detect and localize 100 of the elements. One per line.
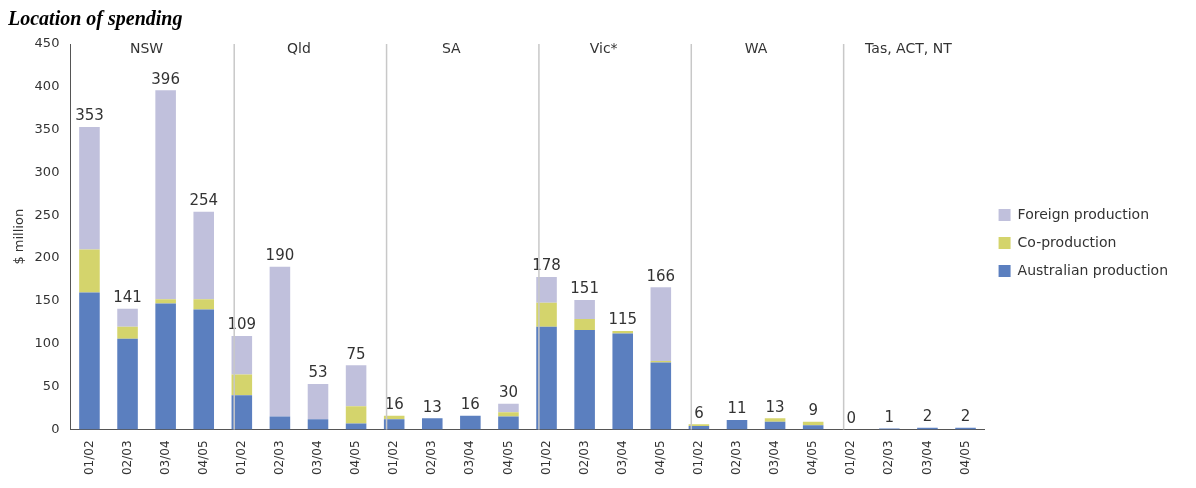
bar	[612, 333, 633, 430]
bar	[117, 308, 138, 327]
x-tick-label: 02/03	[729, 440, 744, 476]
total-label: 53	[308, 363, 328, 382]
legend-label: Foreign production	[1017, 205, 1150, 222]
total-label: 16	[460, 395, 480, 414]
x-tick-label: 02/03	[881, 440, 896, 476]
bar	[193, 309, 215, 430]
bar	[269, 416, 291, 430]
bar	[117, 326, 138, 339]
total-label: 109	[227, 315, 257, 334]
total-label: 6	[694, 403, 704, 422]
bar	[345, 365, 367, 407]
annotation: WA	[744, 39, 768, 56]
legend-label: Australian production	[1017, 261, 1169, 278]
x-tick-label: 01/02	[81, 440, 96, 476]
x-tick-label: 02/03	[119, 440, 134, 476]
total-label: 166	[646, 266, 676, 285]
chart-title: Location of spending	[7, 7, 183, 31]
bar	[726, 420, 748, 430]
total-label: 13	[765, 397, 785, 416]
total-label: 75	[346, 344, 366, 363]
x-tick-label: 03/04	[157, 440, 172, 476]
bar	[460, 415, 481, 430]
bar	[536, 302, 557, 327]
x-tick-label: 03/04	[767, 440, 782, 476]
bar	[383, 419, 405, 430]
bar	[345, 406, 367, 424]
annotation: Tas, ACT, NT	[864, 39, 953, 56]
x-tick-label: 01/02	[843, 440, 858, 476]
bar	[764, 418, 786, 422]
annotation: SA	[441, 39, 462, 56]
x-tick-label: 02/03	[272, 440, 287, 476]
y-tick-label: 0	[51, 420, 60, 436]
total-label: 254	[189, 191, 219, 210]
bar	[536, 326, 557, 430]
bar	[574, 318, 595, 331]
legend-label: Co-production	[1017, 233, 1117, 250]
bar	[155, 90, 176, 300]
x-tick-label: 03/04	[462, 440, 477, 476]
bar	[574, 330, 595, 430]
total-label: 11	[727, 399, 747, 418]
total-label: 353	[75, 106, 104, 125]
bar	[155, 299, 176, 304]
y-tick-label: 300	[34, 163, 60, 179]
bar	[536, 276, 557, 303]
x-tick-label: 03/04	[919, 440, 934, 476]
bar	[79, 249, 100, 293]
total-label: 0	[846, 408, 857, 427]
bar	[498, 403, 519, 413]
bar	[574, 300, 595, 319]
bar	[193, 211, 215, 300]
annotation: NSW	[129, 39, 164, 56]
total-label: 141	[113, 288, 142, 307]
bar	[155, 303, 176, 430]
y-tick-label: 100	[34, 335, 60, 351]
y-tick-label: 250	[34, 206, 60, 222]
y-axis-title: $ million	[11, 208, 27, 265]
bar	[498, 412, 519, 417]
x-tick-label: 03/04	[614, 440, 629, 476]
bar	[307, 384, 329, 420]
bar	[498, 416, 519, 430]
x-tick-label: 03/04	[310, 440, 325, 476]
y-tick-label: 50	[42, 377, 60, 393]
x-tick-label: 04/05	[652, 440, 667, 476]
y-tick-label: 200	[34, 249, 60, 265]
total-label: 2	[922, 407, 933, 426]
x-tick-label: 01/02	[233, 440, 248, 476]
y-tick-label: 400	[34, 78, 60, 94]
total-label: 2	[960, 407, 971, 426]
bar	[79, 127, 100, 250]
total-label: 1	[884, 407, 895, 426]
y-tick-label: 150	[34, 292, 60, 308]
bar	[802, 425, 824, 430]
x-tick-label: 04/05	[195, 440, 210, 476]
annotation: Qld	[287, 39, 311, 56]
x-tick-label: 04/05	[805, 440, 820, 476]
x-tick-label: 04/05	[348, 440, 363, 476]
total-label: 13	[422, 397, 442, 416]
bar	[269, 266, 291, 417]
total-label: 178	[532, 256, 561, 275]
bar	[79, 292, 100, 430]
x-tick-label: 01/02	[386, 440, 401, 476]
x-tick-label: 01/02	[538, 440, 553, 476]
y-tick-label: 350	[34, 121, 60, 137]
annotation: Vic*	[589, 39, 618, 56]
bar	[117, 338, 138, 430]
total-label: 16	[384, 395, 404, 414]
bar	[650, 362, 672, 430]
total-label: 190	[265, 246, 295, 265]
x-tick-label: 01/02	[691, 440, 706, 476]
bar	[193, 299, 215, 310]
x-tick-label: 04/05	[957, 440, 972, 476]
x-tick-label: 02/03	[576, 440, 591, 476]
total-label: 151	[570, 279, 599, 298]
bar	[307, 419, 329, 430]
y-tick-label: 450	[34, 35, 60, 51]
x-tick-label: 04/05	[500, 440, 515, 476]
bar	[345, 423, 367, 430]
total-label: 9	[808, 401, 818, 420]
